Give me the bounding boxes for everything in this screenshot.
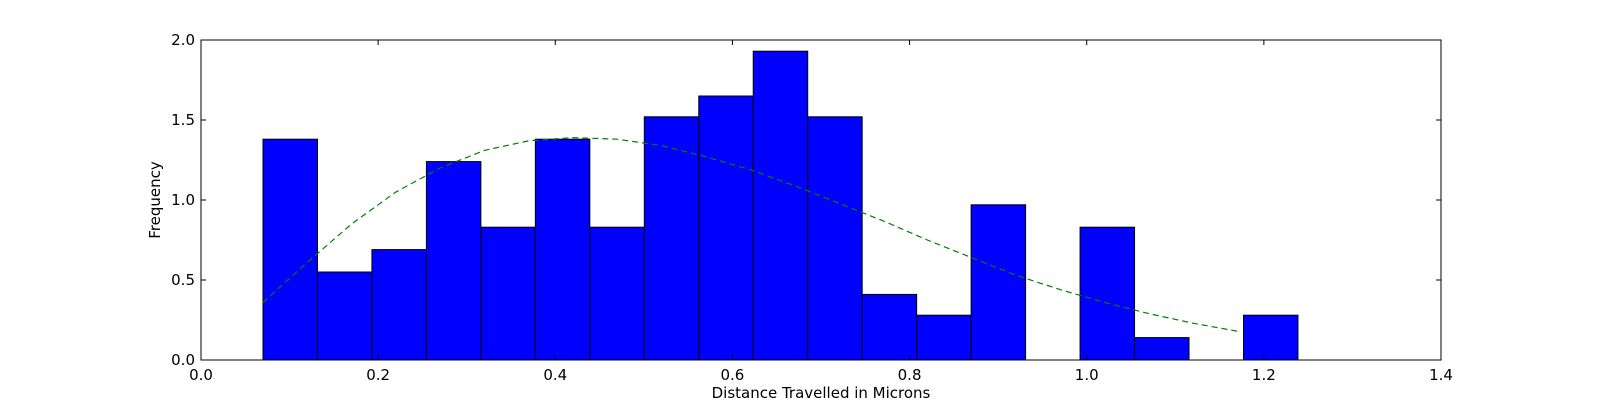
x-tick-label: 1.0 [1075, 366, 1099, 384]
x-tick-label: 1.2 [1252, 366, 1276, 384]
x-tick-label: 0.0 [189, 366, 213, 384]
y-axis-ticks: 0.0 0.5 1.0 1.5 2.0 [171, 31, 1441, 369]
histogram-bar [1242, 314, 1299, 361]
histogram-bar [1134, 337, 1190, 361]
y-tick-label: 0.5 [171, 271, 195, 289]
x-tick-label: 0.8 [898, 366, 922, 384]
histogram-bar [970, 204, 1027, 361]
histogram-bar [316, 271, 373, 361]
histogram-bar [480, 226, 536, 361]
y-axis-label: Frequency [146, 161, 164, 239]
x-tick-label: 0.4 [543, 366, 567, 384]
fit-curve-line [262, 136, 1238, 332]
histogram-bar [807, 116, 863, 361]
x-axis-label: Distance Travelled in Microns [712, 384, 931, 400]
histogram-bar [262, 138, 318, 361]
x-tick-label: 0.6 [720, 366, 744, 384]
histogram-bar [643, 116, 700, 361]
histogram-bar [916, 314, 972, 361]
histogram-bar [861, 293, 918, 361]
histogram-bar [1079, 226, 1136, 361]
y-tick-label: 1.0 [171, 191, 195, 209]
y-tick-label: 2.0 [171, 31, 195, 49]
histogram-bar [752, 50, 809, 361]
x-tick-label: 1.4 [1429, 366, 1453, 384]
y-tick-label: 0.0 [171, 351, 195, 369]
histogram-bar [589, 226, 645, 361]
histogram-bar [698, 95, 754, 361]
histogram-bar [371, 249, 427, 361]
histogram-bar [425, 161, 482, 361]
x-axis-ticks: 0.0 0.2 0.4 0.6 0.8 1.0 1.2 1.4 [189, 40, 1453, 384]
bars-group [262, 50, 1299, 361]
y-tick-label: 1.5 [171, 111, 195, 129]
x-tick-label: 0.2 [366, 366, 390, 384]
histogram-bar [534, 138, 591, 361]
